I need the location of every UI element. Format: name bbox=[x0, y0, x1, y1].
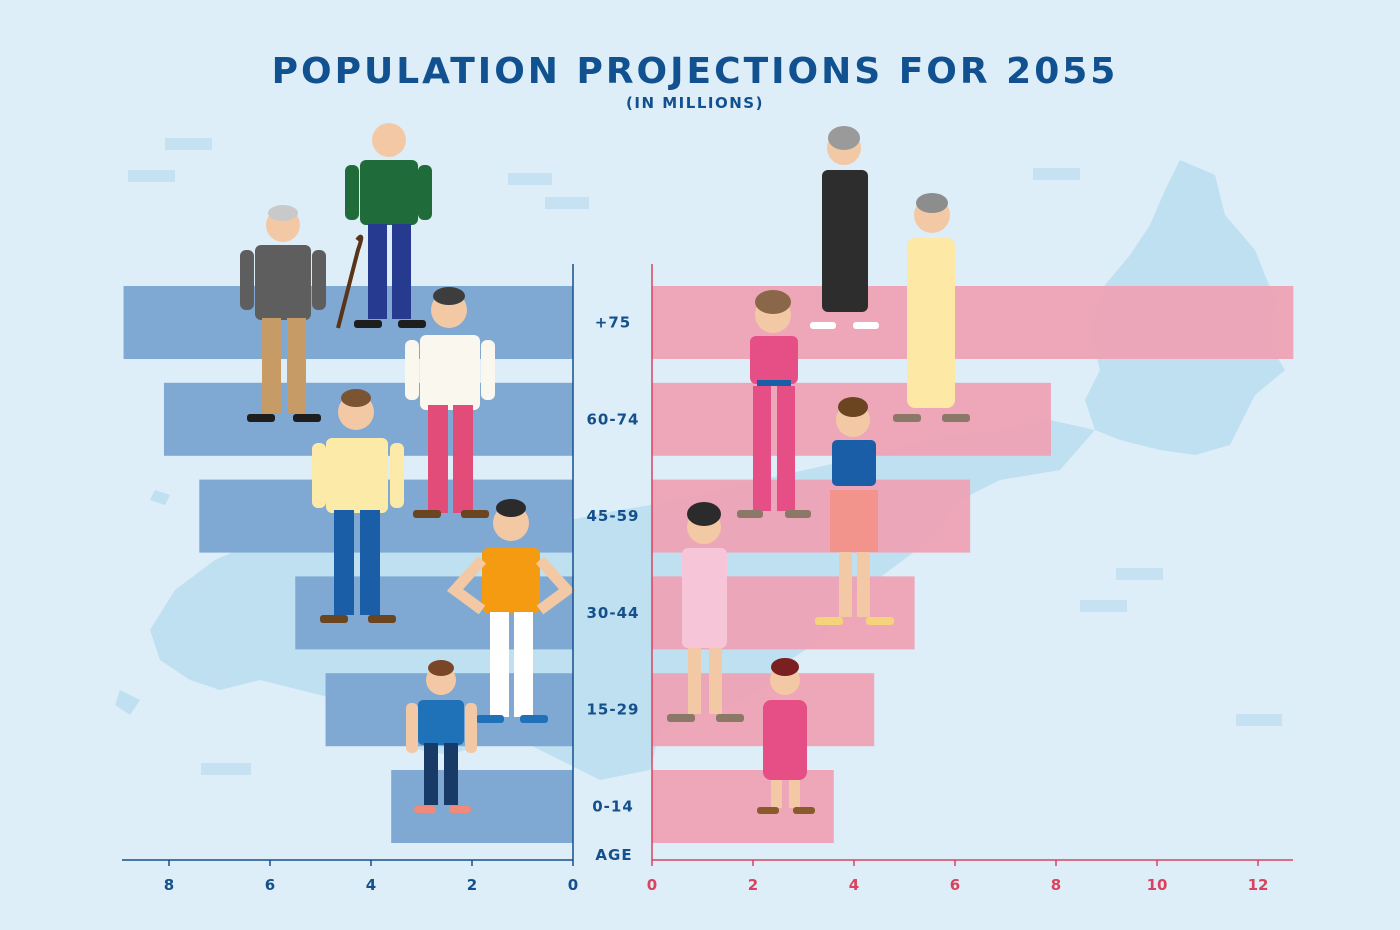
female-tick-label: 6 bbox=[950, 876, 960, 894]
chart-subtitle: (IN MILLIONS) bbox=[626, 94, 764, 112]
age-label-0-14: 0-14 bbox=[592, 798, 634, 816]
male-tick-label: 4 bbox=[366, 876, 376, 894]
age-label-60-74: 60-74 bbox=[587, 410, 640, 428]
elderly-man-cane-figure bbox=[336, 123, 432, 329]
female-bar-0-14 bbox=[652, 770, 834, 843]
female-tick-label: 2 bbox=[748, 876, 758, 894]
boy-figure bbox=[406, 660, 477, 813]
female-bar-+75 bbox=[652, 286, 1294, 359]
elderly-man-figure bbox=[240, 205, 326, 422]
woman-pink-jumpsuit-figure bbox=[737, 290, 811, 518]
female-tick-label: 4 bbox=[849, 876, 859, 894]
age-label-15-29: 15-29 bbox=[587, 701, 640, 719]
elderly-woman-black-figure bbox=[810, 126, 879, 329]
male-tick-label: 0 bbox=[568, 876, 578, 894]
woman-light-pink-figure bbox=[667, 502, 744, 722]
cloud-decorations bbox=[128, 138, 1282, 775]
chart-title: POPULATION PROJECTIONS FOR 2055 bbox=[272, 51, 1119, 92]
male-axis: 8 6 4 2 0 bbox=[122, 264, 578, 894]
female-tick-label: 10 bbox=[1147, 876, 1168, 894]
female-tick-label: 0 bbox=[647, 876, 657, 894]
male-tick-label: 2 bbox=[467, 876, 477, 894]
age-label-45-59: 45-59 bbox=[587, 507, 640, 525]
girl-figure bbox=[757, 658, 815, 814]
age-label-30-44: 30-44 bbox=[587, 604, 640, 622]
age-label-+75: +75 bbox=[595, 314, 631, 332]
male-tick-label: 8 bbox=[164, 876, 174, 894]
age-labels: +75 60-74 45-59 30-44 15-29 0-14 bbox=[587, 314, 640, 816]
female-axis: 0 2 4 6 8 10 12 bbox=[647, 264, 1293, 894]
woman-blue-top-figure bbox=[815, 397, 894, 625]
young-man-orange-figure bbox=[446, 499, 576, 723]
age-axis-label: AGE bbox=[595, 846, 632, 864]
bearded-man-figure bbox=[405, 287, 495, 518]
people-illustrations bbox=[240, 123, 970, 814]
male-bar-+75 bbox=[123, 286, 574, 359]
elderly-woman-yellow-figure bbox=[893, 193, 970, 422]
man-yellow-sweater-figure bbox=[312, 389, 404, 623]
male-tick-label: 6 bbox=[265, 876, 275, 894]
female-tick-label: 8 bbox=[1051, 876, 1061, 894]
female-tick-label: 12 bbox=[1248, 876, 1269, 894]
